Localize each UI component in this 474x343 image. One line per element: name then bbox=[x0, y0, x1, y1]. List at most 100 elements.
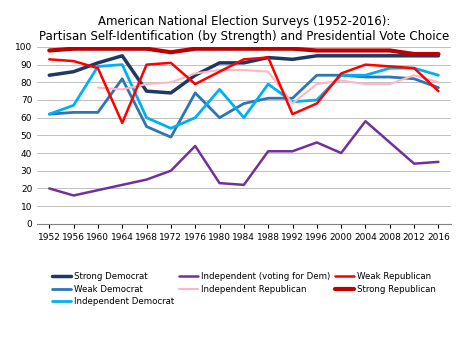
Weak Republican bbox=[217, 70, 222, 74]
Strong Democrat bbox=[363, 54, 368, 58]
Independent Democrat bbox=[241, 116, 246, 120]
Strong Republican bbox=[119, 47, 125, 51]
Independent Democrat bbox=[192, 116, 198, 120]
Weak Republican bbox=[144, 62, 149, 67]
Independent Republican bbox=[290, 102, 295, 106]
Strong Democrat bbox=[46, 73, 52, 77]
Strong Republican bbox=[144, 47, 149, 51]
Strong Democrat bbox=[168, 91, 174, 95]
Strong Democrat bbox=[241, 61, 246, 65]
Independent Democrat bbox=[217, 87, 222, 92]
Weak Republican bbox=[338, 71, 344, 75]
Independent Democrat bbox=[363, 73, 368, 77]
Weak Republican bbox=[314, 102, 319, 106]
Weak Democrat bbox=[314, 73, 319, 77]
Weak Democrat bbox=[168, 135, 174, 139]
Weak Republican bbox=[95, 66, 101, 70]
Strong Democrat bbox=[71, 70, 76, 74]
Independent Republican bbox=[436, 80, 441, 84]
Strong Democrat bbox=[119, 54, 125, 58]
Independent Democrat bbox=[144, 116, 149, 120]
Strong Republican bbox=[71, 47, 76, 51]
Strong Republican bbox=[411, 52, 417, 56]
Strong Democrat bbox=[290, 57, 295, 61]
Independent Democrat bbox=[411, 66, 417, 70]
Weak Republican bbox=[192, 82, 198, 86]
Independent (voting for Dem) bbox=[436, 160, 441, 164]
Independent Democrat bbox=[387, 66, 392, 70]
Independent (voting for Dem) bbox=[265, 149, 271, 153]
Independent (voting for Dem) bbox=[71, 193, 76, 198]
Strong Republican bbox=[46, 48, 52, 52]
Weak Democrat bbox=[436, 85, 441, 90]
Legend: Strong Democrat, Weak Democrat, Independent Democrat, Independent (voting for De: Strong Democrat, Weak Democrat, Independ… bbox=[52, 272, 436, 306]
Independent Democrat bbox=[290, 100, 295, 104]
Strong Republican bbox=[168, 50, 174, 54]
Line: Independent Democrat: Independent Democrat bbox=[49, 64, 438, 128]
Strong Democrat bbox=[387, 54, 392, 58]
Independent Democrat bbox=[436, 73, 441, 77]
Weak Democrat bbox=[95, 110, 101, 115]
Independent Democrat bbox=[265, 82, 271, 86]
Strong Democrat bbox=[144, 89, 149, 93]
Title: American National Election Surveys (1952-2016):
Partisan Self-Identification (by: American National Election Surveys (1952… bbox=[39, 15, 449, 43]
Independent Republican bbox=[144, 82, 149, 86]
Independent Republican bbox=[387, 82, 392, 86]
Independent Republican bbox=[192, 71, 198, 75]
Independent Republican bbox=[314, 82, 319, 86]
Independent (voting for Dem) bbox=[192, 144, 198, 148]
Line: Independent Republican: Independent Republican bbox=[98, 70, 438, 104]
Line: Strong Democrat: Strong Democrat bbox=[49, 56, 438, 93]
Strong Republican bbox=[192, 47, 198, 51]
Weak Republican bbox=[436, 89, 441, 93]
Independent (voting for Dem) bbox=[46, 186, 52, 190]
Strong Democrat bbox=[265, 56, 271, 60]
Weak Republican bbox=[363, 62, 368, 67]
Strong Republican bbox=[387, 48, 392, 52]
Line: Weak Democrat: Weak Democrat bbox=[49, 75, 438, 137]
Strong Republican bbox=[265, 47, 271, 51]
Weak Democrat bbox=[71, 110, 76, 115]
Weak Democrat bbox=[265, 96, 271, 100]
Strong Republican bbox=[338, 48, 344, 52]
Weak Republican bbox=[411, 66, 417, 70]
Weak Democrat bbox=[411, 77, 417, 81]
Independent (voting for Dem) bbox=[387, 140, 392, 144]
Weak Democrat bbox=[363, 75, 368, 79]
Weak Republican bbox=[119, 121, 125, 125]
Line: Strong Republican: Strong Republican bbox=[49, 49, 438, 54]
Independent (voting for Dem) bbox=[168, 169, 174, 173]
Independent Republican bbox=[363, 82, 368, 86]
Independent Democrat bbox=[119, 62, 125, 67]
Strong Republican bbox=[363, 48, 368, 52]
Weak Democrat bbox=[144, 125, 149, 129]
Strong Democrat bbox=[411, 54, 417, 58]
Independent (voting for Dem) bbox=[338, 151, 344, 155]
Weak Republican bbox=[168, 61, 174, 65]
Independent (voting for Dem) bbox=[241, 183, 246, 187]
Independent Republican bbox=[95, 85, 101, 90]
Strong Democrat bbox=[95, 61, 101, 65]
Weak Democrat bbox=[338, 73, 344, 77]
Strong Democrat bbox=[217, 61, 222, 65]
Weak Democrat bbox=[192, 91, 198, 95]
Strong Republican bbox=[241, 47, 246, 51]
Weak Republican bbox=[46, 57, 52, 61]
Independent Democrat bbox=[168, 126, 174, 130]
Weak Republican bbox=[265, 56, 271, 60]
Weak Democrat bbox=[46, 112, 52, 116]
Strong Republican bbox=[217, 47, 222, 51]
Independent Republican bbox=[265, 70, 271, 74]
Independent (voting for Dem) bbox=[411, 162, 417, 166]
Independent Republican bbox=[338, 79, 344, 83]
Strong Democrat bbox=[436, 54, 441, 58]
Strong Republican bbox=[314, 48, 319, 52]
Strong Democrat bbox=[192, 73, 198, 77]
Weak Democrat bbox=[290, 96, 295, 100]
Line: Weak Republican: Weak Republican bbox=[49, 58, 438, 123]
Weak Democrat bbox=[387, 75, 392, 79]
Weak Democrat bbox=[241, 102, 246, 106]
Independent Democrat bbox=[46, 112, 52, 116]
Weak Democrat bbox=[217, 116, 222, 120]
Weak Republican bbox=[290, 112, 295, 116]
